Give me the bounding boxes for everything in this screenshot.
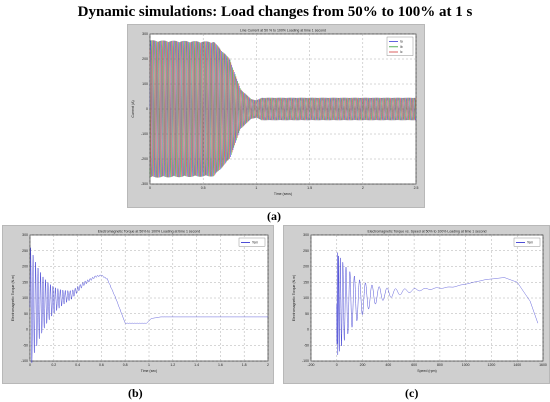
x-tick-label: 2 — [362, 186, 364, 190]
x-tick-label: 1200 — [488, 363, 496, 367]
y-tick-label: 300 — [303, 233, 309, 237]
y-axis-label: Current (A) — [131, 100, 135, 117]
x-tick-label: 0.2 — [51, 363, 56, 367]
x-tick-label: 1600 — [539, 363, 547, 367]
panel-a: 0 0.5 1 1.5 2 2.5 -300 -200 -100 0 100 200 300 Line C… — [127, 24, 425, 208]
y-tick-label: 100 — [142, 82, 148, 86]
legend-entry: Ia — [400, 40, 403, 44]
chart-c: -200 0 200 400 600 800 1000 1200 1400 1600-100-50… — [292, 230, 547, 374]
x-tick-label: 1400 — [513, 363, 521, 367]
y-tick-label: -300 — [141, 182, 148, 186]
chart-title: Electromagnetic Torque at 50% to 100% Lo… — [98, 230, 201, 234]
x-tick-label: 0.6 — [99, 363, 104, 367]
series-line-ib — [149, 40, 417, 178]
x-tick-label: 1.5 — [307, 186, 312, 190]
x-tick-label: 800 — [437, 363, 443, 367]
y-axis-label: Electromagnetic Torque (N.m) — [292, 275, 296, 321]
panel-b: 0 0.2 0.4 0.6 0.8 1 1.2 1.4 1.6 1.8 2 -100 -50 0 50 100… — [2, 225, 274, 384]
y-tick-label: 250 — [303, 249, 309, 253]
y-tick-label: 50 — [305, 312, 309, 316]
y-tick-label: 150 — [303, 280, 309, 284]
x-axis-label: Speed (rpm) — [417, 369, 436, 373]
panel-c: -200 0 200 400 600 800 1000 1200 1400 1600 -100 -50… — [283, 225, 550, 384]
y-tick-label: 100 — [22, 296, 28, 300]
x-tick-label: 0 — [29, 363, 31, 367]
y-tick-label: -50 — [23, 343, 28, 347]
chart-title: Electromagnetic Torque vs. Speed at 50% … — [367, 230, 486, 234]
x-tick-label: 1 — [255, 186, 257, 190]
y-tick-label: 200 — [142, 57, 148, 61]
y-tick-label: 0 — [307, 328, 309, 332]
y-axis-label: Electromagnetic Torque (N.m) — [11, 275, 15, 321]
y-tick-label: -50 — [304, 343, 309, 347]
x-tick-label: 600 — [411, 363, 417, 367]
x-tick-label: 200 — [360, 363, 366, 367]
series-line-tem — [29, 247, 268, 363]
x-tick-label: 2 — [267, 363, 269, 367]
y-tick-label: 150 — [22, 280, 28, 284]
x-tick-label: 1.6 — [218, 363, 223, 367]
figure-title: Dynamic simulations: Load changes from 5… — [77, 4, 473, 20]
y-tick-label: -100 — [141, 132, 148, 136]
x-tick-label: 0 — [149, 186, 151, 190]
x-tick-label: 2.5 — [414, 186, 419, 190]
y-tick-label: -100 — [302, 359, 309, 363]
series-line-tem — [336, 252, 539, 355]
legend-entry: Tem — [527, 241, 533, 245]
caption-c: (c) — [405, 386, 419, 400]
y-tick-label: 0 — [146, 107, 148, 111]
y-tick-label: 0 — [26, 328, 28, 332]
x-tick-label: 1000 — [462, 363, 470, 367]
x-tick-label: 0.4 — [75, 363, 80, 367]
x-tick-label: 1.4 — [194, 363, 199, 367]
series-line-ic — [149, 40, 417, 178]
y-tick-label: 200 — [22, 265, 28, 269]
x-tick-label: -200 — [307, 363, 314, 367]
y-tick-label: 100 — [303, 296, 309, 300]
legend-entry: Ib — [400, 45, 403, 49]
chart-a: 0 0.5 1 1.5 2 2.5 -300 -200 -100 0 100 200 300 Line C… — [131, 29, 419, 197]
plot-area — [29, 234, 269, 362]
y-tick-label: 250 — [22, 249, 28, 253]
legend-box — [513, 237, 541, 247]
x-tick-label: 1 — [148, 363, 150, 367]
series-line-ia — [149, 40, 417, 178]
y-tick-label: -100 — [21, 359, 28, 363]
x-tick-label: 0.5 — [201, 186, 206, 190]
y-tick-label: 200 — [303, 265, 309, 269]
chart-b: 0 0.2 0.4 0.6 0.8 1 1.2 1.4 1.6 1.8 2 -100 -50 0 50 100… — [11, 230, 269, 374]
y-tick-label: 300 — [142, 32, 148, 36]
legend-entry: Ic — [400, 50, 403, 54]
y-tick-label: 300 — [22, 233, 28, 237]
chart-title: Line Current at 50 % to 100% Loading at … — [240, 29, 326, 33]
legend-box — [238, 237, 266, 247]
x-tick-label: 1.8 — [242, 363, 247, 367]
y-tick-label: 50 — [24, 312, 28, 316]
x-tick-label: 1.2 — [170, 363, 175, 367]
x-axis-label: Time (sec) — [141, 369, 157, 373]
x-tick-label: 0.8 — [123, 363, 128, 367]
caption-a: (a) — [267, 209, 281, 223]
legend-entry: Tem — [252, 241, 258, 245]
x-axis-label: Time (secs) — [274, 192, 292, 196]
x-tick-label: 400 — [385, 363, 391, 367]
y-tick-label: -200 — [141, 157, 148, 161]
caption-b: (b) — [128, 386, 143, 400]
x-tick-label: 0 — [336, 363, 338, 367]
